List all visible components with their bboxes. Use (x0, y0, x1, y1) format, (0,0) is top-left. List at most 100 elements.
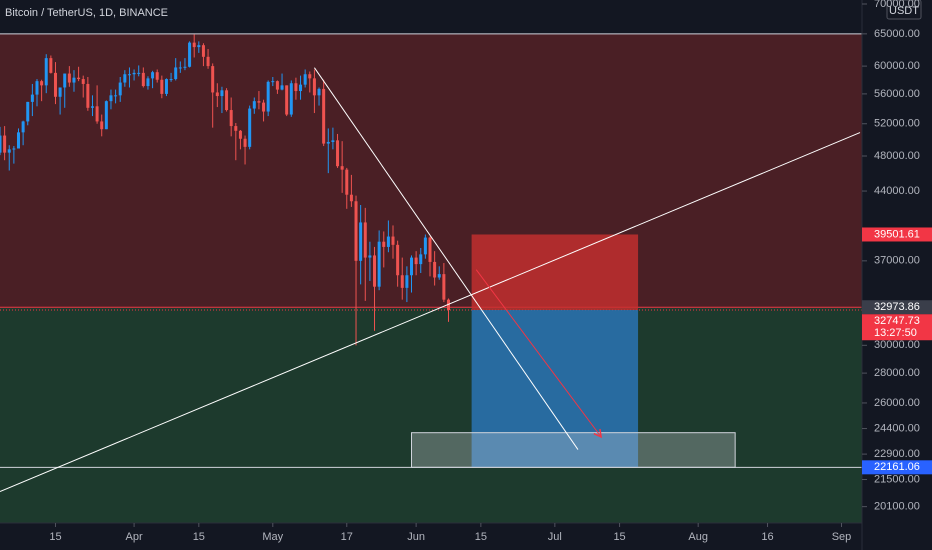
plot-area (0, 33, 862, 523)
candle-body (77, 77, 81, 80)
candle-body (53, 72, 57, 97)
candle-body (169, 79, 173, 81)
candle-body (248, 108, 252, 147)
stop-zone (471, 234, 639, 311)
y-tick-label: 70000.00 (874, 0, 920, 10)
candle-body (317, 88, 321, 96)
zone (0, 307, 862, 523)
candle-body (326, 141, 330, 144)
candle-body (312, 78, 316, 96)
candle-body (151, 72, 155, 79)
candle-body (437, 274, 441, 278)
candle-body (234, 126, 238, 131)
candle-body (164, 79, 168, 94)
y-tick-label: 52000.00 (874, 118, 920, 130)
y-tick-label: 24400.00 (874, 422, 920, 434)
price-label-box (862, 227, 932, 242)
candle-body (423, 237, 427, 255)
candle-body (206, 56, 210, 67)
y-tick-label: 44000.00 (874, 185, 920, 197)
candle-body (188, 42, 192, 67)
x-tick-label: Sep (832, 531, 852, 543)
candle-body (7, 149, 11, 153)
price-label-box (862, 314, 932, 341)
candle-body (271, 81, 275, 83)
candle-body (400, 275, 404, 288)
price-label: 32973.86 (874, 301, 920, 313)
candle-body (303, 74, 307, 85)
candle-body (336, 140, 340, 167)
candle-body (410, 257, 414, 276)
price-label-box (862, 300, 932, 315)
price-label: 39501.61 (874, 228, 920, 240)
candle-body (419, 254, 423, 265)
y-tick-label: 56000.00 (874, 88, 920, 100)
currency-label[interactable]: USDT (889, 5, 919, 17)
price-label: 32747.73 (874, 315, 920, 327)
candle-body (211, 66, 215, 93)
candle-body (12, 148, 16, 150)
candle-body (322, 88, 326, 144)
candle-body (49, 58, 53, 73)
candle-body (359, 222, 363, 261)
candle-body (67, 73, 71, 83)
candle-body (192, 42, 196, 48)
x-tick-label: 17 (341, 531, 353, 543)
y-tick-label: 30000.00 (874, 339, 920, 351)
candle-body (174, 67, 178, 80)
candle-body (197, 45, 201, 48)
candle-body (285, 85, 289, 115)
candle-body (257, 101, 261, 103)
x-tick-label: 15 (613, 531, 625, 543)
candle-body (294, 83, 298, 92)
x-tick-label: 15 (193, 531, 205, 543)
currency-box[interactable] (886, 0, 922, 20)
candle-body (368, 255, 372, 258)
x-tick-label: May (262, 531, 283, 543)
trend-line (313, 67, 579, 450)
candle-body (266, 81, 270, 112)
candle-body (377, 241, 381, 287)
candle-body (414, 257, 418, 265)
y-tick-label: 37000.00 (874, 255, 920, 267)
y-tick-label: 28000.00 (874, 367, 920, 379)
candle-body (289, 83, 293, 115)
candle-body (405, 275, 409, 288)
candle-body (114, 95, 118, 97)
candle-body (215, 92, 219, 97)
trend-line (475, 269, 602, 438)
candle-body (225, 90, 229, 111)
x-tick-label: 15 (475, 531, 487, 543)
candle-body (299, 84, 303, 92)
x-tick-label: 15 (49, 531, 61, 543)
candle-body (35, 81, 39, 95)
chart-title: Bitcoin / TetherUS, 1D, BINANCE (5, 7, 168, 19)
candle-body (123, 74, 127, 83)
candle-body (252, 101, 256, 109)
rectangle-drawing (411, 432, 736, 468)
candle-body (280, 85, 284, 90)
candle-body (127, 74, 131, 76)
candle-body (238, 130, 242, 139)
candle-body (340, 166, 344, 170)
candle-body (308, 74, 312, 79)
price-label: 22161.06 (874, 461, 920, 473)
x-tick-label: Jul (548, 531, 562, 543)
candle-body (118, 82, 122, 96)
candle-body (345, 169, 349, 195)
y-tick-label: 26000.00 (874, 397, 920, 409)
candle-body (132, 72, 136, 75)
candle-body (363, 222, 367, 258)
candle-body (442, 274, 446, 300)
candle-body (354, 201, 358, 261)
candle-body (104, 101, 108, 130)
candle-body (0, 135, 2, 153)
candle-body (262, 102, 266, 112)
y-tick-label: 22900.00 (874, 448, 920, 460)
candle-body (40, 81, 44, 86)
candle-body (63, 73, 67, 88)
candle-body (183, 66, 187, 68)
candle-body (58, 87, 62, 97)
